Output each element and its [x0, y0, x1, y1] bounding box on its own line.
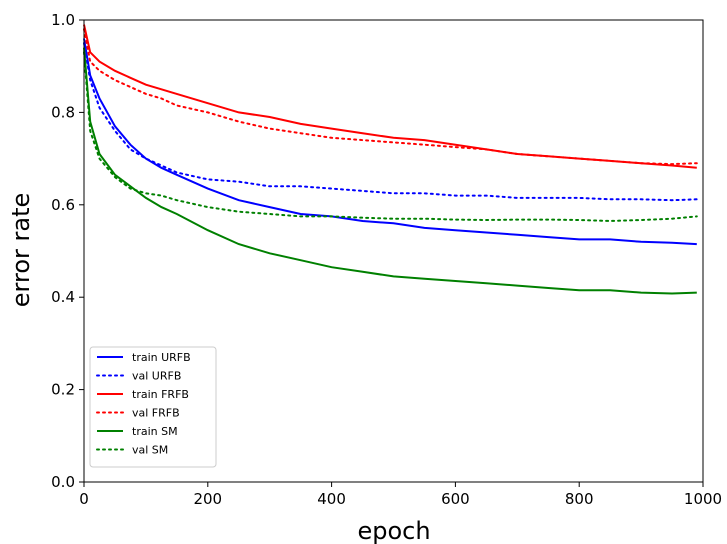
x-tick-label: 600	[441, 490, 470, 508]
series-line-val-urfb	[83, 42, 698, 202]
x-tick-label: 200	[193, 490, 222, 508]
legend: train URFB val URFB train FRFB val FRFB trai…	[89, 346, 217, 468]
series-line-val-frfb	[83, 28, 698, 166]
y-tick-label: 0.4	[51, 288, 75, 306]
x-tick-label: 0	[79, 490, 89, 508]
y-tick-label: 0.2	[51, 381, 75, 399]
axes: 0 200 400 600 800 1000 0.0 0.2 0.4 0.6 0.8 1.0	[51, 11, 722, 508]
legend-label: train FRFB	[132, 388, 189, 401]
x-tick-label: 1000	[684, 490, 722, 508]
series-line-val-sm	[83, 51, 698, 223]
y-tick-label: 0.0	[51, 473, 75, 491]
legend-label: val SM	[132, 444, 168, 457]
legend-box	[89, 346, 217, 468]
legend-label: val URFB	[132, 370, 181, 383]
y-tick-label: 0.8	[51, 103, 75, 121]
plot-area	[83, 24, 698, 295]
y-tick-label: 1.0	[51, 11, 75, 29]
plot-frame	[83, 19, 704, 483]
legend-label: train SM	[132, 425, 178, 438]
x-axis-title: epoch	[357, 517, 430, 544]
legend-label: train URFB	[132, 351, 191, 364]
x-tick-label: 400	[317, 490, 346, 508]
legend-label: val FRFB	[132, 407, 180, 420]
y-tick-label: 0.6	[51, 196, 75, 214]
series-line-train-frfb	[83, 24, 697, 169]
series-line-train-sm	[83, 47, 697, 295]
x-tick-label: 800	[565, 490, 594, 508]
y-axis-title: error rate	[7, 193, 35, 307]
